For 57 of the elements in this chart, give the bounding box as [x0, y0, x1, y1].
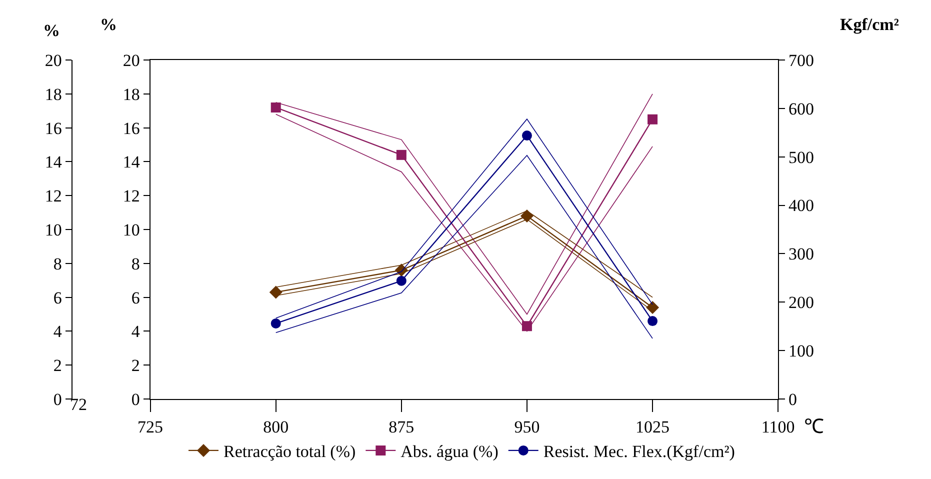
x-tick-label: 1100: [761, 417, 795, 436]
y3-tick-label: 16: [44, 118, 62, 138]
y2-tick-label: 700: [788, 50, 814, 70]
y2-tick-label: 100: [788, 342, 814, 361]
point: [520, 209, 534, 222]
y2-axis-title: Kgf/cm²: [840, 15, 899, 34]
y-tick-label: 2: [131, 356, 140, 376]
y2-tick-label: 500: [788, 148, 814, 167]
legend-label: Abs. água (%): [400, 442, 498, 462]
y2-tick-label: 600: [788, 99, 814, 118]
point: [522, 321, 532, 332]
y2-tick-label: 400: [788, 196, 814, 216]
y-tick-label: 10: [122, 220, 140, 240]
y3-tick-label: 0: [53, 390, 62, 409]
legend-label: Retracção total (%): [224, 442, 356, 462]
y-tick-label: 16: [122, 118, 140, 138]
point: [270, 102, 281, 112]
y2-tick-label: 200: [788, 293, 814, 312]
y3-tick-label: 12: [44, 186, 62, 206]
y3-tick-label: 14: [44, 152, 62, 172]
y3-tick-label: 10: [44, 220, 62, 240]
x-tick-label: 875: [388, 417, 414, 436]
point: [648, 316, 658, 326]
y3-tick-label: 6: [53, 288, 62, 308]
x-tick-label: 725: [138, 417, 164, 436]
y3-tick-label: 4: [53, 322, 62, 342]
y3-tick-label: 20: [44, 50, 62, 70]
point: [522, 130, 532, 141]
y2-tick-label: 300: [788, 244, 814, 264]
x-tick-label: 1025: [636, 417, 670, 436]
y-tick-label: 14: [122, 152, 140, 172]
point: [394, 264, 408, 277]
y-tick-label: 4: [131, 322, 140, 342]
y-tick-label: 18: [122, 84, 140, 104]
y3-axis-title: %: [43, 21, 60, 40]
x-tick-label: 950: [514, 417, 540, 436]
y-axis-title: %: [100, 15, 117, 34]
x-tick-label: 800: [263, 417, 289, 436]
y-tick-label: 0: [131, 390, 140, 409]
text: 72: [70, 395, 87, 414]
legend-label: Resist. Mec. Flex.(Kgf/cm²): [543, 442, 735, 462]
line-series: [275, 155, 653, 339]
y2-tick-label: 0: [788, 390, 797, 409]
x-axis-title: ℃: [804, 416, 824, 438]
point: [269, 286, 282, 299]
point: [396, 150, 406, 160]
y3-tick-label: 2: [53, 356, 62, 376]
point: [646, 300, 660, 314]
y-tick-label: 6: [131, 288, 140, 308]
y-tick-label: 12: [122, 186, 140, 206]
point: [270, 318, 281, 328]
point: [396, 276, 406, 286]
y-tick-label: 8: [131, 254, 140, 274]
y-tick-label: 20: [122, 50, 140, 70]
point: [648, 114, 658, 124]
y3-tick-label: 18: [44, 84, 62, 104]
y3-tick-label: 8: [53, 254, 62, 274]
